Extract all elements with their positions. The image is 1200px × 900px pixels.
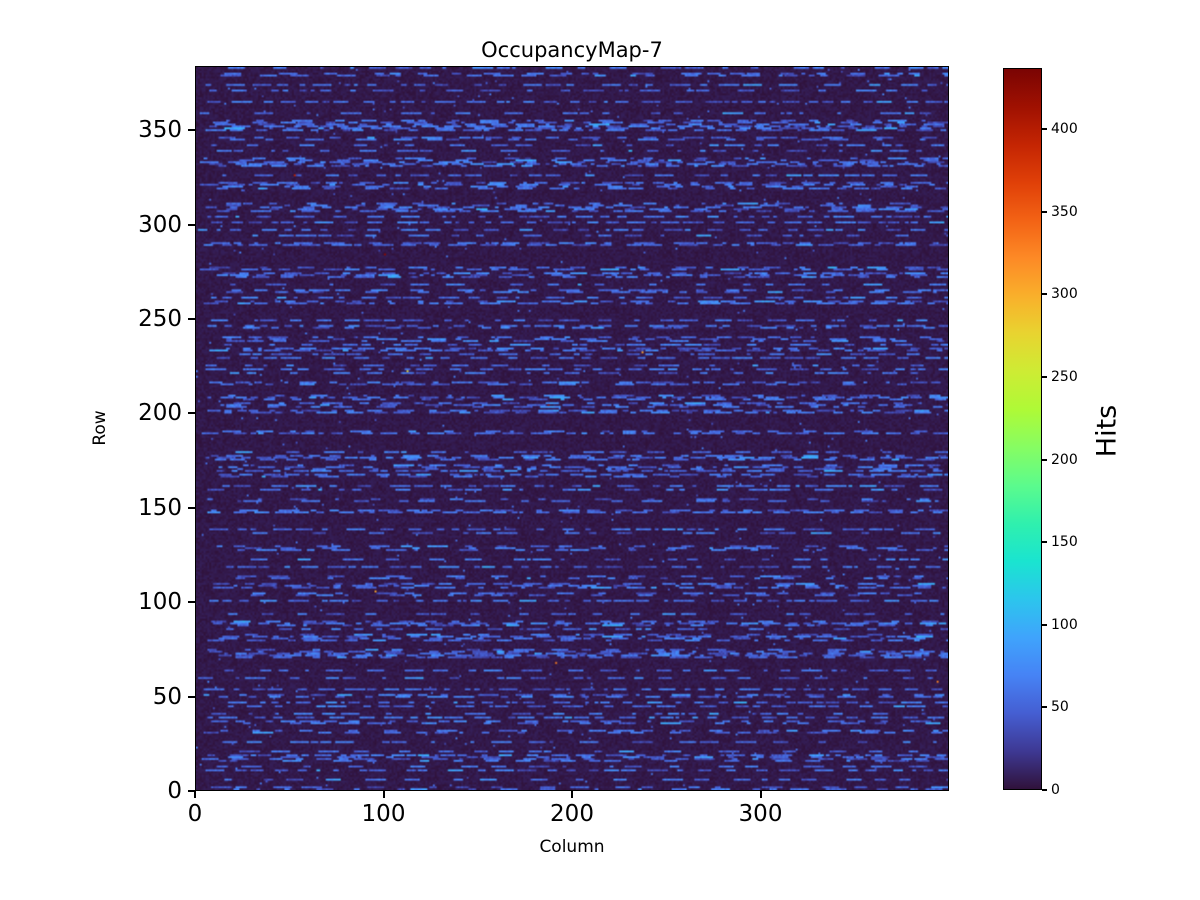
colorbar-tick-250	[1042, 375, 1047, 378]
heatmap-canvas	[196, 67, 948, 790]
colorbar-tick-label-200: 200	[1051, 451, 1078, 468]
colorbar-tick-label-0: 0	[1051, 782, 1060, 798]
x-tick-0	[194, 791, 196, 798]
x-tick-label-300: 300	[738, 801, 783, 827]
x-tick-label-0: 0	[187, 801, 203, 827]
y-tick-label-150: 150	[138, 494, 182, 521]
colorbar-tick-0	[1042, 789, 1047, 791]
colorbar-tick-350	[1042, 210, 1047, 213]
colorbar-tick-label-300: 300	[1051, 286, 1078, 303]
colorbar-tick-300	[1042, 293, 1047, 296]
heatmap-plot	[195, 66, 949, 791]
y-tick-label-100: 100	[138, 589, 182, 616]
y-tick-100	[188, 601, 195, 604]
colorbar	[1003, 68, 1042, 790]
colorbar-tick-400	[1042, 128, 1047, 131]
y-tick-50	[188, 695, 195, 698]
y-tick-label-0: 0	[167, 778, 182, 804]
y-tick-label-50: 50	[152, 683, 182, 710]
y-tick-150	[188, 506, 195, 509]
colorbar-tick-label-400: 400	[1051, 121, 1078, 138]
x-tick-200	[571, 791, 573, 798]
y-tick-250	[188, 317, 195, 320]
colorbar-label: Hits	[1091, 404, 1123, 458]
y-tick-label-200: 200	[138, 400, 182, 427]
colorbar-tick-200	[1042, 458, 1047, 461]
colorbar-tick-label-100: 100	[1051, 616, 1078, 633]
y-tick-350	[188, 129, 195, 132]
y-tick-label-300: 300	[138, 211, 182, 238]
y-tick-300	[188, 223, 195, 226]
colorbar-tick-label-150: 150	[1051, 534, 1078, 551]
x-tick-label-100: 100	[361, 801, 406, 827]
x-axis-label: Column	[539, 837, 605, 857]
x-tick-100	[382, 791, 385, 798]
colorbar-tick-label-250: 250	[1051, 368, 1078, 385]
y-tick-0	[188, 790, 195, 792]
colorbar-tick-label-350: 350	[1051, 203, 1078, 220]
x-tick-300	[759, 791, 762, 798]
y-tick-200	[188, 412, 195, 415]
x-tick-label-200: 200	[550, 801, 594, 827]
colorbar-tick-150	[1042, 541, 1047, 544]
colorbar-tick-50	[1042, 706, 1047, 709]
plot-title: OccupancyMap-7	[481, 38, 663, 62]
colorbar-tick-label-50: 50	[1051, 699, 1069, 716]
y-tick-label-250: 250	[138, 305, 182, 332]
colorbar-tick-100	[1042, 623, 1047, 626]
y-tick-label-350: 350	[138, 117, 182, 144]
